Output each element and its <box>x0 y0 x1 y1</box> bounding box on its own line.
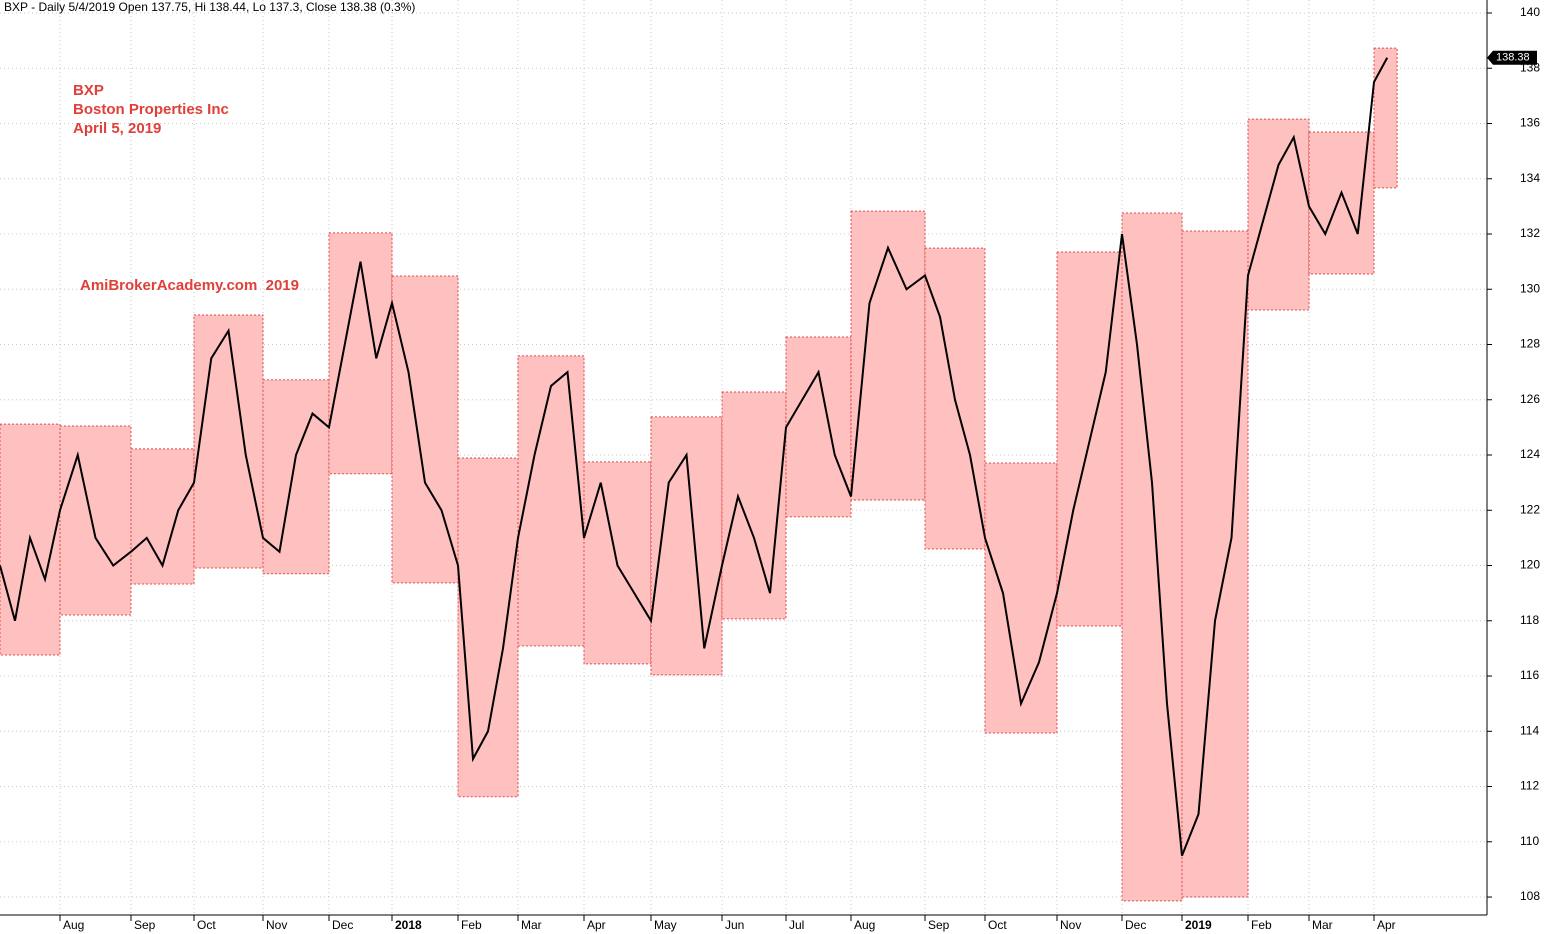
range-box <box>984 462 1058 734</box>
y-tick-label: 136 <box>1520 116 1540 130</box>
range-box <box>59 425 132 616</box>
y-tick-label: 126 <box>1520 392 1540 406</box>
y-tick-label: 112 <box>1520 779 1539 793</box>
boxes <box>0 47 1398 902</box>
x-tick-label: Mar <box>1312 918 1333 932</box>
x-tick-label: Mar <box>521 918 542 932</box>
last-price-label: 138.38 <box>1496 52 1530 64</box>
y-tick-label: 108 <box>1520 889 1540 903</box>
y-tick-label: 120 <box>1520 558 1540 572</box>
x-tick-label: Dec <box>1125 918 1146 932</box>
annotation: AmiBrokerAcademy.com 2019 <box>80 277 299 294</box>
x-tick-label: Feb <box>1251 918 1272 932</box>
annotation: BXP <box>73 82 104 99</box>
y-tick-label: 118 <box>1520 613 1539 627</box>
x-tick-label: Nov <box>1060 918 1081 932</box>
x-tick-label: May <box>654 918 677 932</box>
range-box <box>1373 47 1398 189</box>
range-box <box>721 391 787 620</box>
range-box <box>193 314 264 569</box>
range-box <box>1308 131 1375 275</box>
y-tick-label: 124 <box>1520 447 1540 461</box>
range-box <box>517 355 585 647</box>
x-tick-label: Oct <box>988 918 1007 932</box>
last-price-marker <box>1487 50 1537 65</box>
y-tick-label: 130 <box>1520 281 1540 295</box>
x-tick-label: Feb <box>461 918 482 932</box>
annotation: April 5, 2019 <box>73 120 161 137</box>
y-tick-label: 128 <box>1520 337 1540 351</box>
y-tick-label: 134 <box>1520 171 1540 185</box>
price <box>0 57 1389 856</box>
range-box <box>391 275 459 584</box>
range-box <box>1181 230 1249 898</box>
x-tick-label: Jul <box>789 918 804 932</box>
x-tick-label: 2019 <box>1185 918 1212 932</box>
x-tick-label: Apr <box>587 918 606 932</box>
chart-title: BXP - Daily 5/4/2019 Open 137.75, Hi 138… <box>4 0 415 14</box>
price-line <box>0 57 1389 856</box>
y-tick-label: 140 <box>1520 5 1540 19</box>
range-box <box>328 232 393 475</box>
x-tick-label: Sep <box>928 918 950 932</box>
x-tick-label: Nov <box>266 918 287 932</box>
range-box <box>850 210 926 501</box>
x-tick-label: Apr <box>1377 918 1396 932</box>
range-box <box>130 448 195 585</box>
range-box <box>785 336 852 518</box>
x-tick-label: Oct <box>197 918 216 932</box>
y-tick-label: 114 <box>1520 723 1539 737</box>
y-tick-label: 122 <box>1520 502 1540 516</box>
range-box <box>457 457 519 798</box>
range-box <box>262 379 330 575</box>
y-tick-label: 116 <box>1520 668 1539 682</box>
y-tick-label: 132 <box>1520 226 1540 240</box>
x-tick-label: Sep <box>134 918 156 932</box>
x-tick-label: 2018 <box>395 918 422 932</box>
x-tick-label: Aug <box>854 918 875 932</box>
range-box <box>1121 212 1183 902</box>
x-tick-label: Jun <box>725 918 744 932</box>
y-tick-label: 110 <box>1520 834 1539 848</box>
range-box <box>1247 118 1310 311</box>
x-tick-label: Dec <box>332 918 353 932</box>
annotation: Boston Properties Inc <box>73 101 229 118</box>
x-tick-label: Aug <box>63 918 84 932</box>
